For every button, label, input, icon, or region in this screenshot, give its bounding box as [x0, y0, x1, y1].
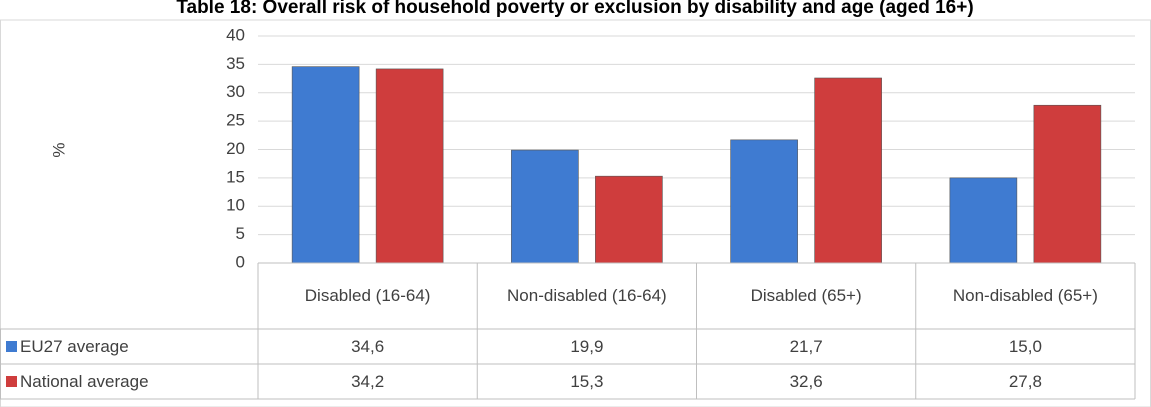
table-value-text: 19,9: [570, 336, 604, 356]
table-value-text: 15,3: [570, 371, 604, 391]
bar: [291, 66, 360, 264]
category-label: Disabled (65+): [697, 263, 916, 329]
table-value: 34,6: [258, 329, 477, 364]
table-value: 34,2: [258, 364, 477, 399]
table-value-text: 21,7: [789, 336, 823, 356]
bar: [595, 175, 663, 264]
legend-entry: EU27 average: [0, 329, 258, 364]
chart-title: Table 18: Overall risk of household pove…: [176, 0, 973, 18]
y-tick-label: 0: [236, 252, 245, 271]
table-value: 27,8: [916, 364, 1135, 399]
category-label: Non-disabled (65+): [916, 263, 1135, 329]
bar: [375, 68, 444, 264]
table-value: 15,0: [916, 329, 1135, 364]
bar: [949, 177, 1018, 264]
category-label: Non-disabled (16-64): [477, 263, 696, 329]
bar: [1033, 104, 1102, 264]
y-tick-label: 40: [226, 25, 245, 44]
legend-entry: National average: [0, 364, 258, 399]
legend-entry-text: EU27 average: [20, 336, 129, 356]
y-tick-label: 5: [236, 224, 245, 243]
category-label: Disabled (16-64): [258, 263, 477, 329]
category-label-text: Non-disabled (65+): [952, 286, 1098, 305]
table-value-text: 34,2: [351, 371, 385, 391]
y-tick-label: 30: [226, 82, 245, 101]
table-value-text: 27,8: [1008, 371, 1042, 391]
table-value-text: 15,0: [1008, 336, 1042, 356]
table-value: 19,9: [477, 329, 696, 364]
legend-entry-text: National average: [20, 371, 149, 391]
category-label-text: Non-disabled (16-64): [507, 286, 667, 305]
table-value: 32,6: [697, 364, 916, 399]
bar: [511, 149, 579, 264]
y-axis-label: %: [49, 142, 68, 157]
y-tick-label: 20: [226, 139, 245, 158]
bar: [814, 77, 882, 264]
y-tick-label: 25: [226, 111, 245, 130]
table-value: 15,3: [477, 364, 696, 399]
y-tick-label: 15: [226, 167, 245, 186]
category-label-text: Disabled (65+): [750, 286, 862, 305]
category-label-text: Disabled (16-64): [304, 286, 431, 305]
y-tick-label: 35: [226, 54, 245, 73]
y-tick-label: 10: [226, 196, 245, 215]
table-value: 21,7: [697, 329, 916, 364]
table-value-text: 34,6: [351, 336, 385, 356]
legend-swatch: [6, 341, 17, 352]
bar: [730, 139, 798, 264]
table-value-text: 32,6: [789, 371, 823, 391]
legend-swatch: [6, 376, 17, 387]
